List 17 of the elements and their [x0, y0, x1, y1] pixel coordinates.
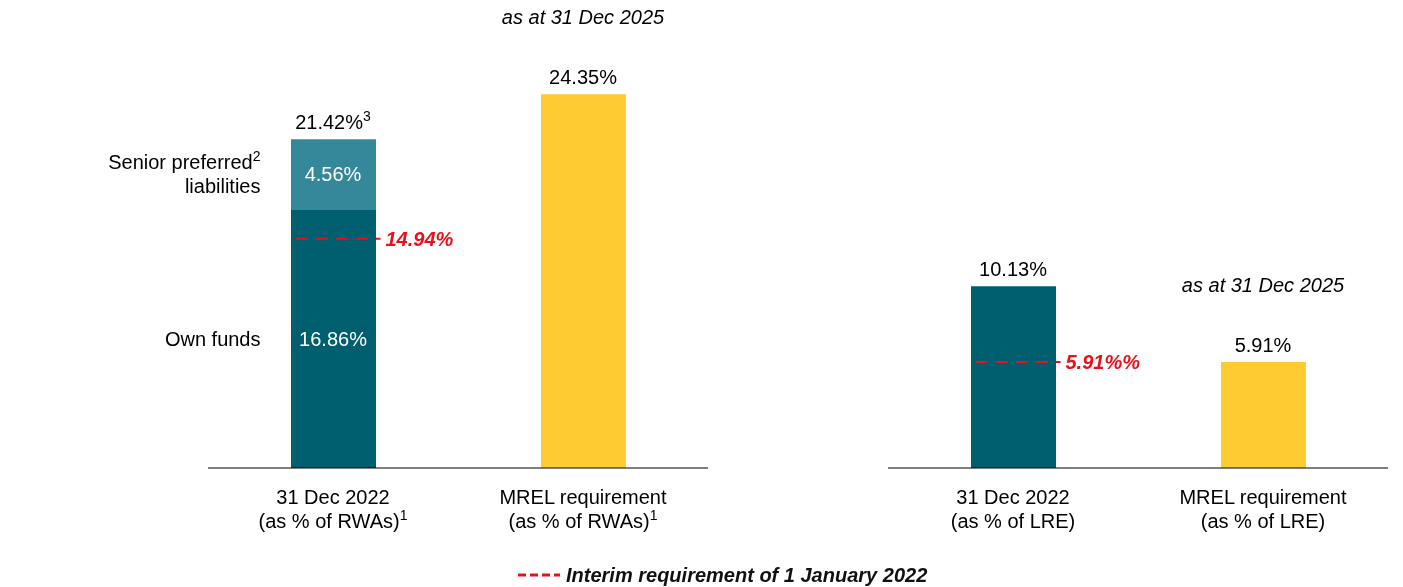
x-tick-label: 31 Dec 2022 (as % of LRE)	[950, 486, 1076, 532]
x-tick-label: MREL requirement (as % of LRE)	[1179, 486, 1347, 532]
annotation: as at 31 Dec 2025	[1181, 273, 1346, 296]
text: Interim requirement of 1 January 2022	[566, 564, 928, 586]
x-tick-label: 31 Dec 2022 (as % of RWAs)$^{1}$	[258, 486, 408, 532]
data-label: 16.86%	[299, 327, 368, 350]
data-label: 4.56%	[304, 163, 362, 186]
data-label: 10.13%	[979, 258, 1048, 281]
x-tick-label: MREL requirement (as % of RWAs)$^{1}$	[499, 486, 667, 532]
total-label: 21.42%$^{3}$	[295, 108, 372, 134]
ref-line-label: 5.91%%	[1065, 350, 1141, 373]
series-label: Senior preferred$^{2}$ liabilities	[108, 148, 261, 198]
data-label: 5.91%	[1234, 333, 1292, 356]
data-label: 24.35%	[549, 66, 618, 89]
series-label: Own funds	[164, 327, 261, 350]
ref-line-label: 14.94%	[385, 227, 454, 250]
text: as at 31 Dec 2025	[501, 6, 666, 29]
